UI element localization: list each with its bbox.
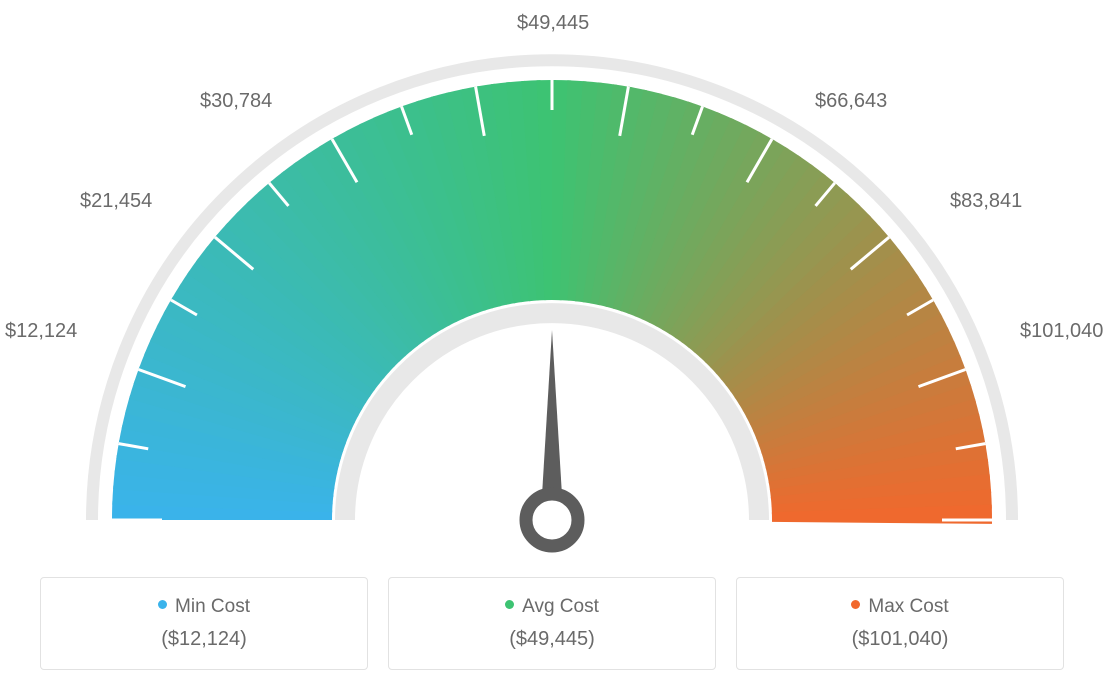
legend-title-max: Max Cost [747, 596, 1053, 618]
legend-card-max: Max Cost ($101,040) [736, 577, 1064, 670]
legend-card-min: Min Cost ($12,124) [40, 577, 368, 670]
legend-card-avg: Avg Cost ($49,445) [388, 577, 716, 670]
gauge-scale-label: $49,445 [517, 12, 589, 35]
gauge-scale-label: $101,040 [1020, 320, 1103, 343]
gauge-scale-label: $21,454 [80, 190, 152, 213]
legend-title-avg: Avg Cost [399, 596, 705, 618]
gauge-scale-label: $83,841 [950, 190, 1022, 213]
legend-title-min: Min Cost [51, 596, 357, 618]
gauge-svg [0, 20, 1104, 560]
legend-value-avg: ($49,445) [399, 628, 705, 651]
gauge-scale-label: $12,124 [5, 320, 77, 343]
gauge-chart: $12,124$21,454$30,784$49,445$66,643$83,8… [0, 20, 1104, 560]
legend-value-min: ($12,124) [51, 628, 357, 651]
gauge-scale-label: $66,643 [815, 90, 887, 113]
legend-row: Min Cost ($12,124) Avg Cost ($49,445) Ma… [40, 577, 1064, 670]
gauge-scale-label: $30,784 [200, 90, 272, 113]
legend-value-max: ($101,040) [747, 628, 1053, 651]
